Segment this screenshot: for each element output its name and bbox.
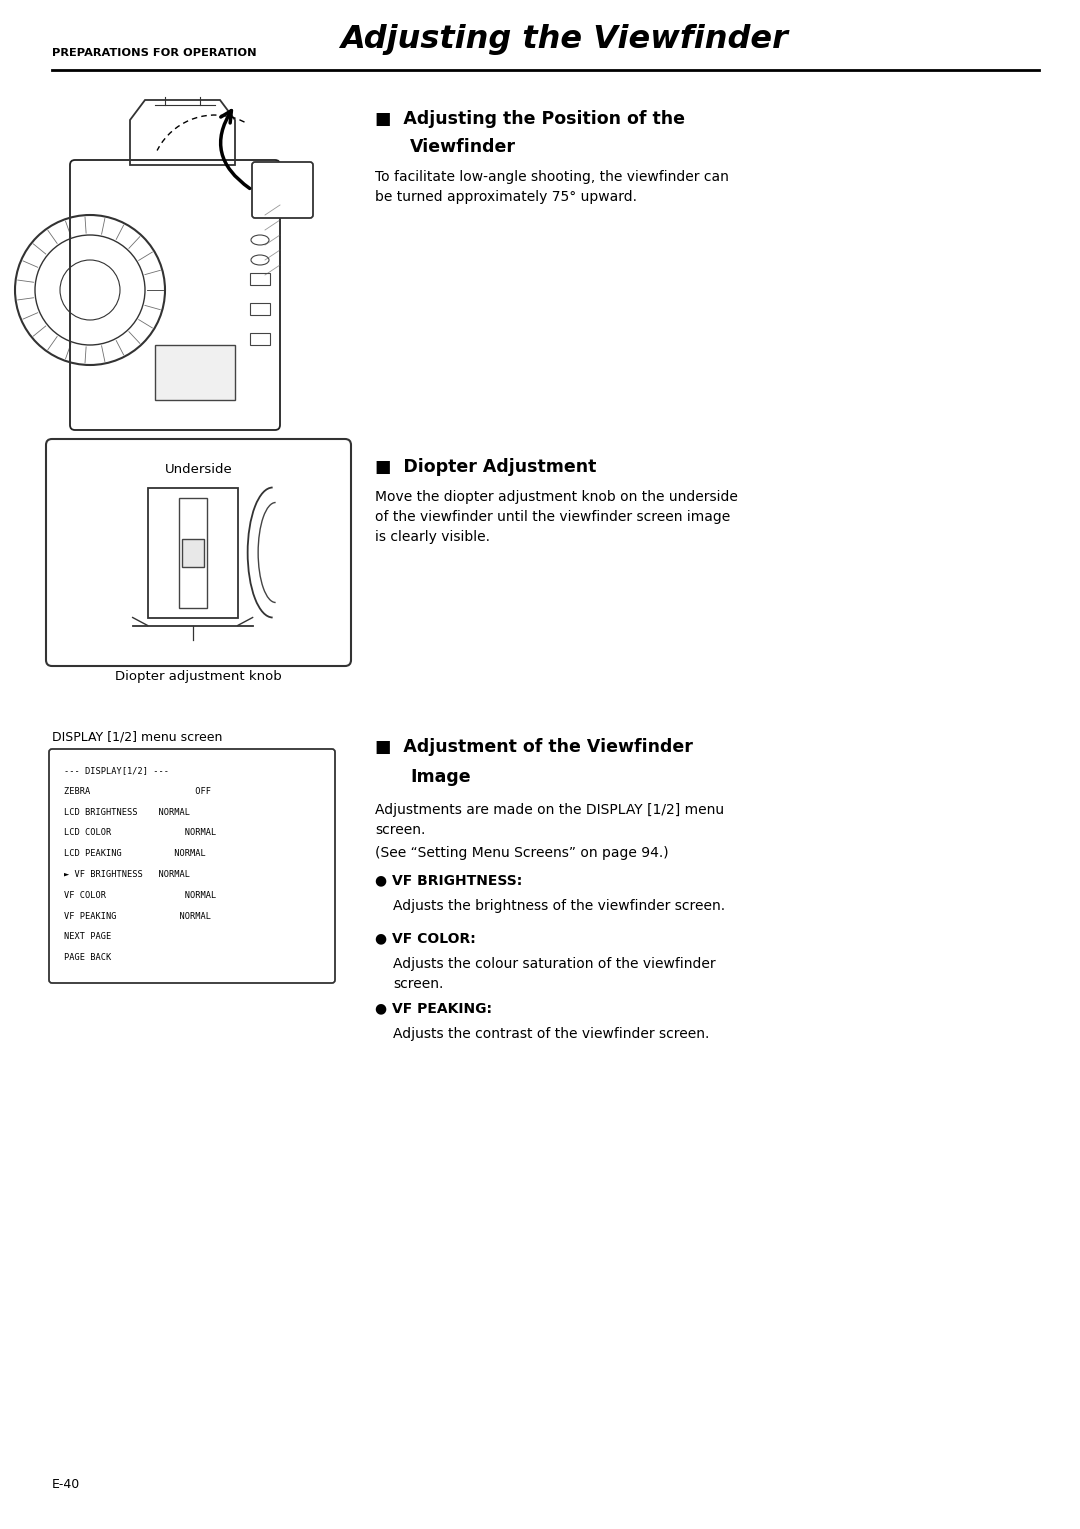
Text: Adjusts the contrast of the viewfinder screen.: Adjusts the contrast of the viewfinder s… [393,1027,710,1041]
Bar [249,303,270,315]
Text: Adjustments are made on the DISPLAY [1/2] menu
screen.: Adjustments are made on the DISPLAY [1/2… [375,803,725,836]
Text: To facilitate low-angle shooting, the viewfinder can
be turned approximately 75°: To facilitate low-angle shooting, the vi… [375,170,729,203]
FancyBboxPatch shape [46,439,351,667]
Text: LCD COLOR              NORMAL: LCD COLOR NORMAL [64,829,216,838]
Text: LCD PEAKING          NORMAL: LCD PEAKING NORMAL [64,849,206,858]
FancyBboxPatch shape [70,161,280,430]
Text: E-40: E-40 [52,1479,80,1491]
Text: ● VF PEAKING:: ● VF PEAKING: [375,1001,492,1015]
Bar [249,274,270,284]
Text: Adjusting the Viewfinder: Adjusting the Viewfinder [340,24,788,55]
Text: ZEBRA                    OFF: ZEBRA OFF [64,787,211,795]
Text: Underside: Underside [164,463,232,476]
Bar [156,346,235,401]
Text: Adjusts the colour saturation of the viewfinder
screen.: Adjusts the colour saturation of the vie… [393,957,716,991]
Bar [178,497,206,607]
Text: PAGE BACK: PAGE BACK [64,953,111,962]
Text: DISPLAY [1/2] menu screen: DISPLAY [1/2] menu screen [52,729,222,743]
Bar [249,333,270,346]
Text: ■  Adjusting the Position of the: ■ Adjusting the Position of the [375,110,685,128]
FancyBboxPatch shape [252,162,313,219]
Text: ● VF BRIGHTNESS:: ● VF BRIGHTNESS: [375,873,523,887]
Text: ► VF BRIGHTNESS   NORMAL: ► VF BRIGHTNESS NORMAL [64,870,190,879]
Text: Move the diopter adjustment knob on the underside
of the viewfinder until the vi: Move the diopter adjustment knob on the … [375,489,738,544]
Text: --- DISPLAY[1/2] ---: --- DISPLAY[1/2] --- [64,766,168,775]
Text: VF PEAKING            NORMAL: VF PEAKING NORMAL [64,911,211,920]
Text: ■  Diopter Adjustment: ■ Diopter Adjustment [375,459,596,476]
Text: VF COLOR               NORMAL: VF COLOR NORMAL [64,891,216,899]
Text: Image: Image [410,768,471,786]
Text: Diopter adjustment knob: Diopter adjustment knob [116,670,282,683]
Text: Adjusts the brightness of the viewfinder screen.: Adjusts the brightness of the viewfinder… [393,899,725,913]
Text: PREPARATIONS FOR OPERATION: PREPARATIONS FOR OPERATION [52,47,256,58]
Text: LCD BRIGHTNESS    NORMAL: LCD BRIGHTNESS NORMAL [64,807,190,816]
FancyBboxPatch shape [49,749,335,983]
Bar [181,538,204,567]
Text: ■  Adjustment of the Viewfinder: ■ Adjustment of the Viewfinder [375,739,693,755]
Bar [148,488,238,618]
Text: ● VF COLOR:: ● VF COLOR: [375,931,476,945]
Text: Viewfinder: Viewfinder [410,138,516,156]
Text: NEXT PAGE: NEXT PAGE [64,933,111,942]
Text: (See “Setting Menu Screens” on page 94.): (See “Setting Menu Screens” on page 94.) [375,846,669,859]
